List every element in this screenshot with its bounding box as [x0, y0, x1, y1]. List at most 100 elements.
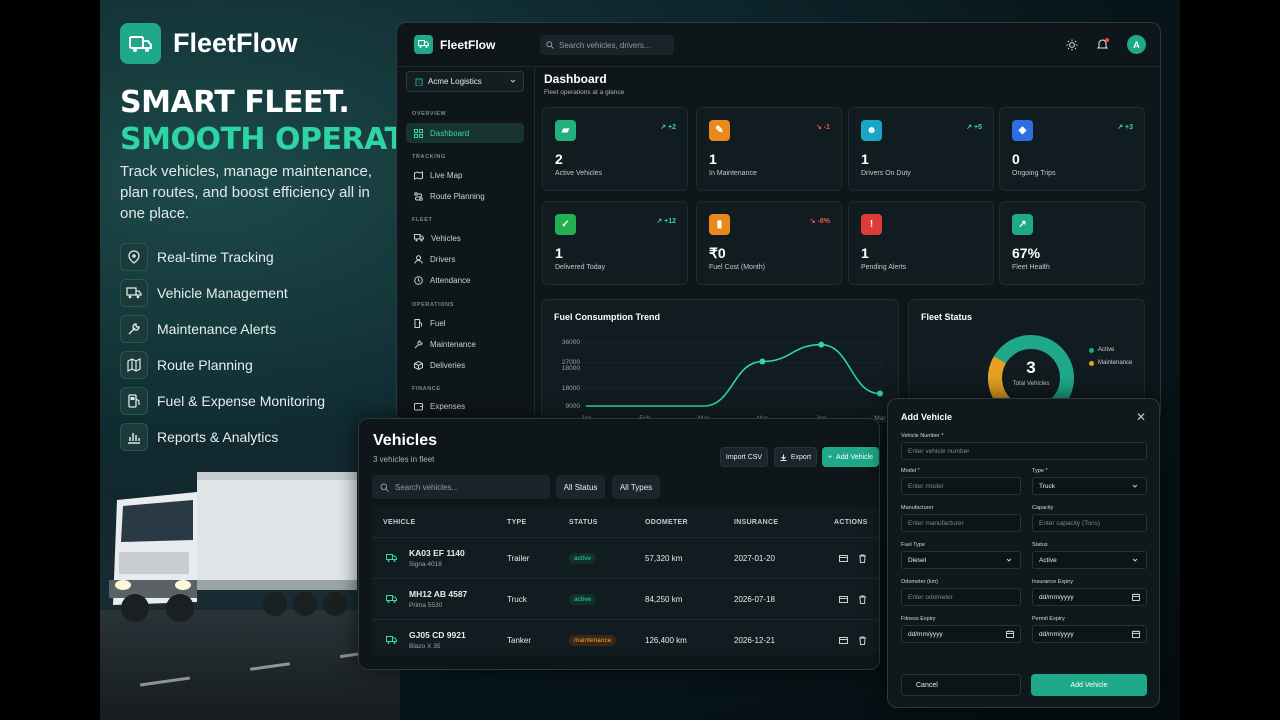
clock-icon — [414, 275, 423, 285]
download-icon — [780, 454, 787, 461]
calendar-icon — [1132, 630, 1140, 638]
export-button[interactable]: Export — [774, 447, 817, 467]
dashboard-window: FleetFlow Search vehicles, drivers... A … — [396, 22, 1161, 422]
stat-card[interactable]: ☻ ↗ +5 1 Drivers On Duty — [848, 107, 994, 191]
fuel-chart-panel: Fuel Consumption Trend 36000 27000 18000 18… — [541, 299, 899, 421]
bell-icon[interactable] — [1096, 38, 1109, 51]
vehicle-insurance: 2026-07-18 — [734, 595, 775, 604]
route-icon — [414, 191, 423, 201]
sidebar-item-label: Expenses — [430, 401, 466, 411]
truck-icon — [414, 35, 433, 54]
type-select[interactable]: Truck — [1032, 477, 1147, 495]
insurance-expiry-field[interactable]: dd/mm/yyyy — [1032, 588, 1147, 606]
model-field[interactable]: Enter model — [901, 477, 1021, 495]
submit-add-vehicle-button[interactable]: Add Vehicle — [1031, 674, 1147, 696]
capacity-field[interactable]: Enter capacity (Tons) — [1032, 514, 1147, 532]
fuel-type-select[interactable]: Diesel — [901, 551, 1021, 569]
stat-label: Ongoing Trips — [1012, 170, 1056, 177]
chevron-down-icon — [1006, 558, 1012, 562]
fuel-data-point[interactable] — [759, 358, 766, 365]
edit-icon[interactable] — [839, 595, 848, 604]
truck-icon — [386, 636, 397, 644]
modal-title: Add Vehicle — [901, 412, 953, 422]
cancel-button[interactable]: Cancel — [901, 674, 1021, 696]
app-logo[interactable]: FleetFlow — [414, 35, 495, 54]
trash-icon[interactable] — [858, 554, 867, 563]
plus-icon: + — [827, 453, 833, 461]
stat-card[interactable]: ↗ 67% Fleet Health — [999, 201, 1145, 285]
sidebar-item-attendance[interactable]: Attendance — [406, 270, 524, 290]
table-row[interactable]: GJ05 CD 9921 Blazo X 35 Tanker maintenance 1… — [372, 619, 879, 659]
import-csv-button[interactable]: Import CSV — [720, 447, 768, 467]
status-filter[interactable]: All Status — [556, 475, 605, 499]
y-tick-label: 18000 — [562, 365, 580, 372]
add-vehicle-button[interactable]: + Add Vehicle — [822, 447, 879, 467]
status-badge: maintenance — [569, 635, 617, 646]
vehicle-number-label: Vehicle Number * — [901, 433, 944, 439]
y-tick-label: 36000 — [562, 339, 580, 346]
stat-value: 67% — [1012, 245, 1041, 261]
status-badge: active — [569, 553, 596, 564]
stat-card[interactable]: ◆ ↗ +3 0 Ongoing Trips — [999, 107, 1145, 191]
sidebar-item-drivers[interactable]: Drivers — [406, 249, 524, 269]
stat-card[interactable]: ! 1 Pending Alerts — [848, 201, 994, 285]
sidebar-item-route-planning[interactable]: Route Planning — [406, 186, 524, 206]
stat-label: Fuel Cost (Month) — [709, 264, 766, 271]
sun-icon[interactable] — [1066, 39, 1078, 51]
stat-value: 1 — [709, 151, 717, 167]
fuel-type-label: Fuel Type — [901, 542, 926, 548]
odometer-label: Odometer (km) — [901, 579, 938, 585]
odometer-field[interactable]: Enter odometer — [901, 588, 1021, 606]
avatar[interactable]: A — [1127, 35, 1146, 54]
permit-expiry-label: Permit Expiry — [1032, 616, 1065, 622]
edit-icon[interactable] — [839, 554, 848, 563]
table-row[interactable]: KA03 EF 1140 Signa 4018 Trailer active 57,32… — [372, 537, 879, 577]
export-label: Export — [790, 453, 812, 461]
sidebar-item-label: Fuel — [430, 318, 446, 328]
sidebar-item-fuel[interactable]: Fuel — [406, 313, 524, 333]
manufacturer-label: Manufacturer — [901, 505, 934, 511]
fuel-data-point[interactable] — [818, 341, 825, 348]
sidebar-item-maintenance[interactable]: Maintenance — [406, 334, 524, 354]
stat-trend: ↘ -1 — [815, 124, 830, 131]
table-row[interactable]: MH12 AB 4587 Prima 5530 Truck active 84,250 … — [372, 578, 879, 618]
permit-expiry-field[interactable]: dd/mm/yyyy — [1032, 625, 1147, 643]
calendar-icon — [1006, 630, 1014, 638]
stat-value: 1 — [861, 151, 869, 167]
map-icon — [120, 351, 148, 379]
vehicle-number-field[interactable]: Enter vehicle number — [901, 442, 1147, 460]
package-icon: ◆ — [1012, 120, 1033, 141]
trash-icon[interactable] — [858, 636, 867, 645]
trash-icon[interactable] — [858, 595, 867, 604]
stat-card[interactable]: ✓ ↗ +12 1 Delivered Today — [542, 201, 688, 285]
close-icon[interactable]: ✕ — [1135, 410, 1146, 424]
chevron-down-icon — [510, 79, 516, 83]
fitness-expiry-field[interactable]: dd/mm/yyyy — [901, 625, 1021, 643]
truck-icon — [386, 554, 397, 562]
fitness-expiry-placeholder: dd/mm/yyyy — [908, 630, 943, 638]
type-label: Type * — [1032, 468, 1048, 474]
sidebar-item-live-map[interactable]: Live Map — [406, 165, 524, 185]
status-select[interactable]: Active — [1032, 551, 1147, 569]
promo-canvas: FleetFlow SMART FLEET. SMOOTH OPERATIONS… — [100, 0, 1180, 720]
stat-card[interactable]: ▰ ↗ +2 2 Active Vehicles — [542, 107, 688, 191]
type-filter[interactable]: All Types — [612, 475, 660, 499]
stat-trend: ↗ +5 — [966, 124, 982, 131]
sidebar-item-expenses[interactable]: Expenses — [406, 396, 524, 416]
stat-card[interactable]: ▮ ↘ -8% ₹0 Fuel Cost (Month) — [696, 201, 842, 285]
search-input[interactable]: Search vehicles, drivers... — [540, 35, 674, 55]
stat-card[interactable]: ✎ ↘ -1 1 In Maintenance — [696, 107, 842, 191]
org-selector[interactable]: Acme Logistics — [406, 71, 524, 92]
manufacturer-field[interactable]: Enter manufacturer — [901, 514, 1021, 532]
stat-label: Fleet Health — [1012, 264, 1050, 271]
sidebar-item-vehicles[interactable]: Vehicles — [406, 228, 524, 248]
fuel-data-point[interactable] — [877, 390, 883, 397]
insurance-expiry-label: Insurance Expiry — [1032, 579, 1073, 585]
vehicles-search-input[interactable]: Search vehicles... — [372, 475, 550, 499]
edit-icon[interactable] — [839, 636, 848, 645]
calendar-icon — [1132, 593, 1140, 601]
stat-trend: ↗ +12 — [656, 218, 676, 225]
location-pin-icon — [120, 243, 148, 271]
sidebar-item-deliveries[interactable]: Deliveries — [406, 355, 524, 375]
sidebar-item-dashboard[interactable]: Dashboard — [406, 123, 524, 143]
